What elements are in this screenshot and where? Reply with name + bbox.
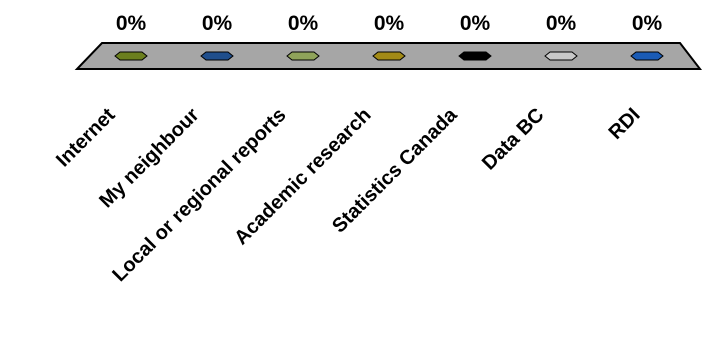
- bar: [372, 51, 406, 61]
- bar: [200, 51, 234, 61]
- data-label: 0%: [202, 12, 233, 35]
- category-label: Local or regional reports: [108, 104, 290, 286]
- data-label: 0%: [546, 12, 577, 35]
- bar: [286, 51, 320, 61]
- bar: [630, 51, 664, 61]
- data-label: 0%: [116, 12, 147, 35]
- category-label: Data BC: [478, 104, 549, 175]
- bars-layer: [114, 51, 664, 61]
- data-label: 0%: [632, 12, 663, 35]
- data-label: 0%: [374, 12, 405, 35]
- data-label: 0%: [288, 12, 319, 35]
- category-label: Internet: [52, 104, 120, 172]
- category-label: RDI: [605, 104, 645, 144]
- bar: [544, 51, 578, 61]
- data-labels-layer: 0% 0% 0% 0% 0% 0% 0%: [116, 12, 663, 35]
- data-label: 0%: [460, 12, 491, 35]
- bar: [458, 51, 492, 61]
- bar: [114, 51, 148, 61]
